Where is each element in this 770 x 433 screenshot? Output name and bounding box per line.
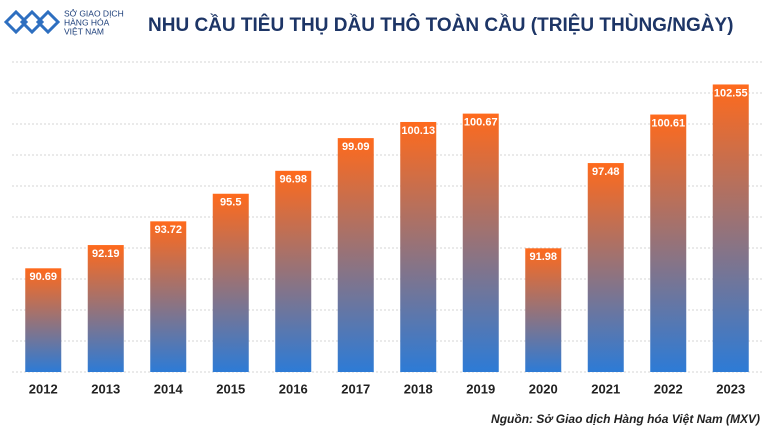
- x-tick-label: 2014: [154, 381, 184, 396]
- value-label: 102.55: [714, 87, 748, 99]
- bar: [712, 84, 749, 372]
- bar: [587, 163, 624, 372]
- bar: [87, 245, 124, 372]
- x-tick-label: 2012: [29, 381, 58, 396]
- value-label: 100.67: [464, 117, 498, 129]
- value-label: 95.5: [220, 197, 241, 209]
- x-tick-label: 2013: [91, 381, 120, 396]
- bar: [650, 114, 687, 373]
- x-tick-label: 2018: [404, 381, 433, 396]
- value-label: 97.48: [592, 166, 620, 178]
- logo: SỞ GIAO DỊCH HÀNG HÓA VIỆT NAM: [3, 7, 124, 36]
- bar: [275, 170, 312, 372]
- logo-text: SỞ GIAO DỊCH: [64, 7, 124, 18]
- x-tick-label: 2021: [591, 381, 620, 396]
- x-tick-label: 2022: [654, 381, 683, 396]
- logo-text: HÀNG HÓA: [64, 17, 110, 27]
- value-label: 96.98: [279, 174, 307, 186]
- bar: [25, 268, 62, 372]
- bar: [212, 193, 249, 372]
- logo-text: VIỆT NAM: [64, 26, 104, 36]
- source-note: Nguồn: Sở Giao dịch Hàng hóa Việt Nam (M…: [491, 412, 760, 426]
- bar: [400, 121, 437, 372]
- bar: [525, 248, 562, 372]
- bar: [462, 113, 499, 373]
- value-label: 90.69: [29, 271, 57, 283]
- x-tick-label: 2023: [716, 381, 745, 396]
- x-tick-label: 2017: [341, 381, 370, 396]
- x-tick-label: 2019: [466, 381, 495, 396]
- value-label: 91.98: [529, 251, 557, 263]
- x-tick-label: 2020: [529, 381, 558, 396]
- chart-title: NHU CẦU TIÊU THỤ DẦU THÔ TOÀN CẦU (TRIỆU…: [148, 14, 733, 36]
- value-label: 100.13: [401, 125, 435, 137]
- value-label: 100.61: [651, 117, 685, 129]
- bar: [337, 138, 374, 372]
- value-label: 92.19: [92, 248, 120, 260]
- value-label: 93.72: [154, 224, 182, 236]
- x-tick-label: 2015: [216, 381, 245, 396]
- bar: [150, 221, 187, 372]
- value-label: 99.09: [342, 141, 370, 153]
- x-tick-label: 2016: [279, 381, 308, 396]
